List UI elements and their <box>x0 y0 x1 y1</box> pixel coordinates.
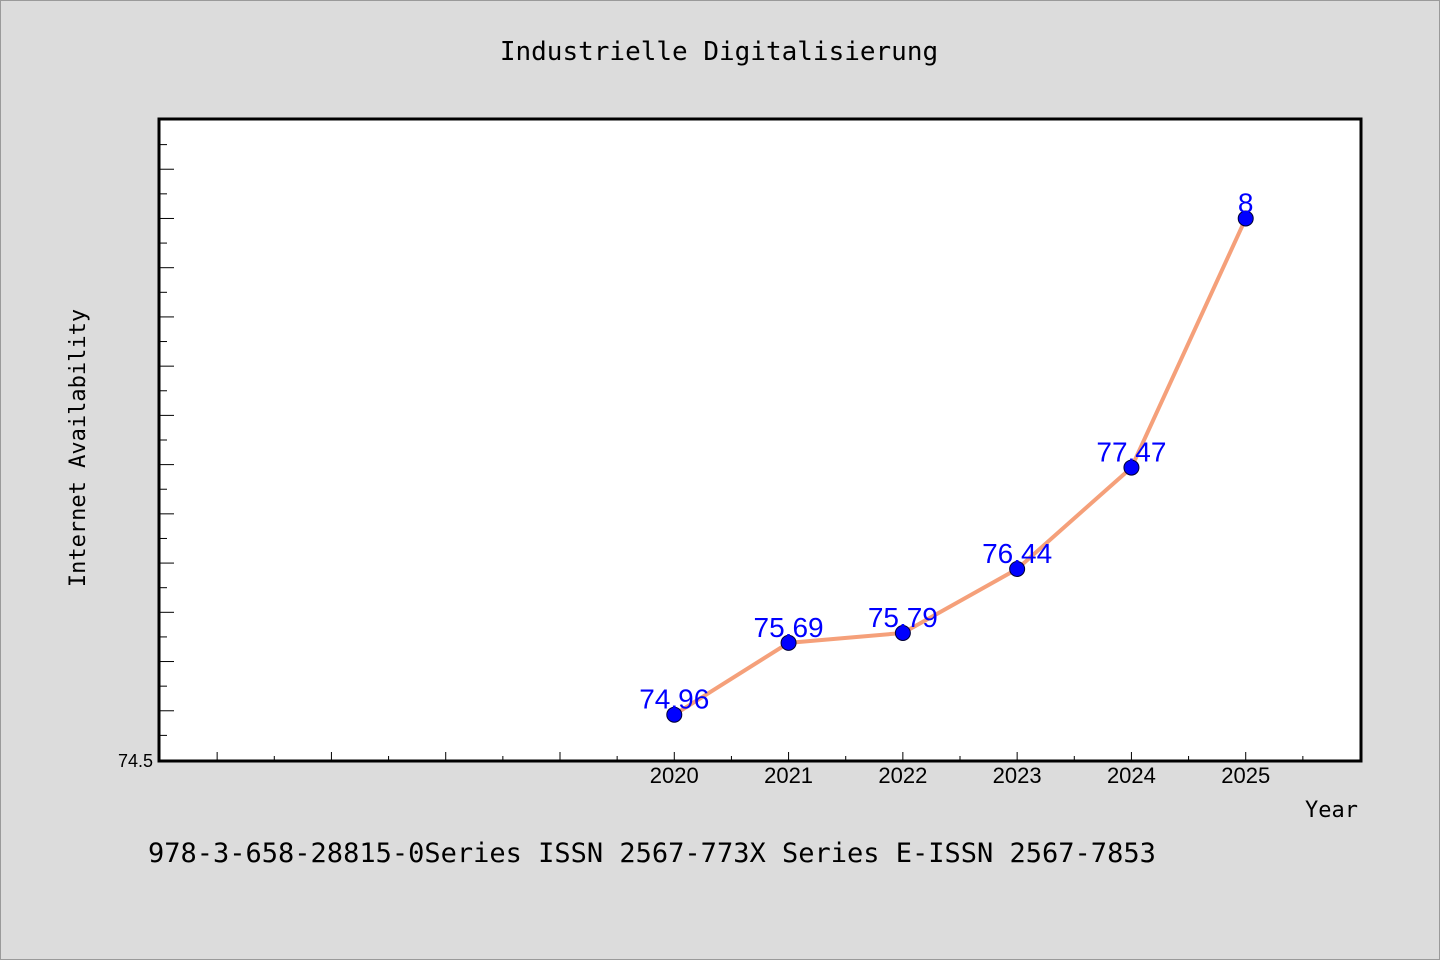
data-point <box>780 634 797 651</box>
data-label: 76.44 <box>982 538 1052 569</box>
x-axis-label: Year <box>1305 798 1358 823</box>
chart-title: Industrielle Digitalisierung <box>500 37 938 67</box>
data-label: 74.96 <box>639 684 709 715</box>
data-label: 77.47 <box>1096 437 1166 468</box>
data-point <box>1009 560 1026 577</box>
series-line <box>673 217 1248 717</box>
y-axis-ticks <box>160 119 174 761</box>
data-label: 8 <box>1238 187 1254 218</box>
x-tick-label: 2024 <box>1107 763 1156 788</box>
plot-area <box>157 117 1363 763</box>
x-tick-label: 2025 <box>1221 763 1270 788</box>
series-0: 74.96 75.69 75.79 76.44 77.47 8 <box>639 187 1254 723</box>
x-tick-label: 2021 <box>764 763 813 788</box>
y-axis-label: Internet Availability <box>66 309 91 587</box>
x-tick-label: 2022 <box>878 763 927 788</box>
data-point <box>1237 210 1254 227</box>
x-axis-ticks <box>216 752 1304 760</box>
data-label: 75.79 <box>868 602 938 633</box>
x-axis-tick-labels: 2020 2021 2022 2023 2024 2025 <box>650 763 1270 788</box>
x-tick-label: 2023 <box>993 763 1042 788</box>
y-axis-tick-label: 74.5 <box>118 751 153 771</box>
footer-text: 978-3-658-28815-0Series ISSN 2567-773X S… <box>148 838 1156 869</box>
data-label: 75.69 <box>754 612 824 643</box>
x-tick-label: 2020 <box>650 763 699 788</box>
data-point <box>666 706 683 723</box>
data-point <box>1123 459 1140 476</box>
data-point <box>894 624 911 641</box>
